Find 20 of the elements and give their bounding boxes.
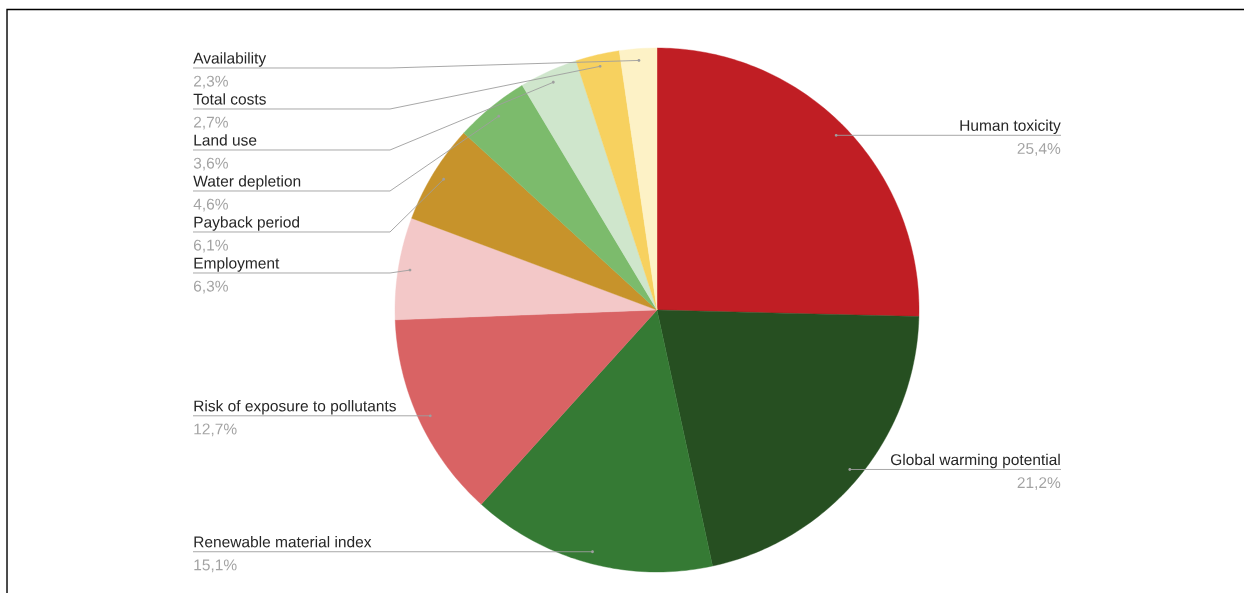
slice-label: Renewable material index: [194, 536, 372, 548]
data-label: 25,4%: [1017, 142, 1061, 156]
slice-label: Water depletion: [193, 175, 301, 190]
data-label: 4,6%: [193, 198, 228, 212]
data-label: 6,1%: [194, 239, 228, 253]
data-label: 15,1%: [194, 559, 237, 573]
slice-label: Payback period: [194, 216, 300, 231]
data-label: 2,3%: [194, 75, 228, 89]
data-label: 2,7%: [194, 116, 228, 130]
slice-label: Human toxicity: [960, 119, 1061, 135]
slice-label: Land use: [194, 134, 257, 146]
slice-label: Risk of exposure to pollutants: [194, 400, 396, 415]
slice-label: Total costs: [193, 93, 266, 105]
slice-label: Global warming potential: [891, 453, 1060, 469]
data-label: 3,6%: [193, 157, 228, 171]
slice-label: Employment: [194, 257, 280, 272]
slice-label: Availability: [193, 52, 267, 67]
data-label: 6,3%: [194, 280, 228, 294]
data-label: 21,2%: [1017, 477, 1061, 490]
data-label: 12,7%: [194, 423, 237, 437]
